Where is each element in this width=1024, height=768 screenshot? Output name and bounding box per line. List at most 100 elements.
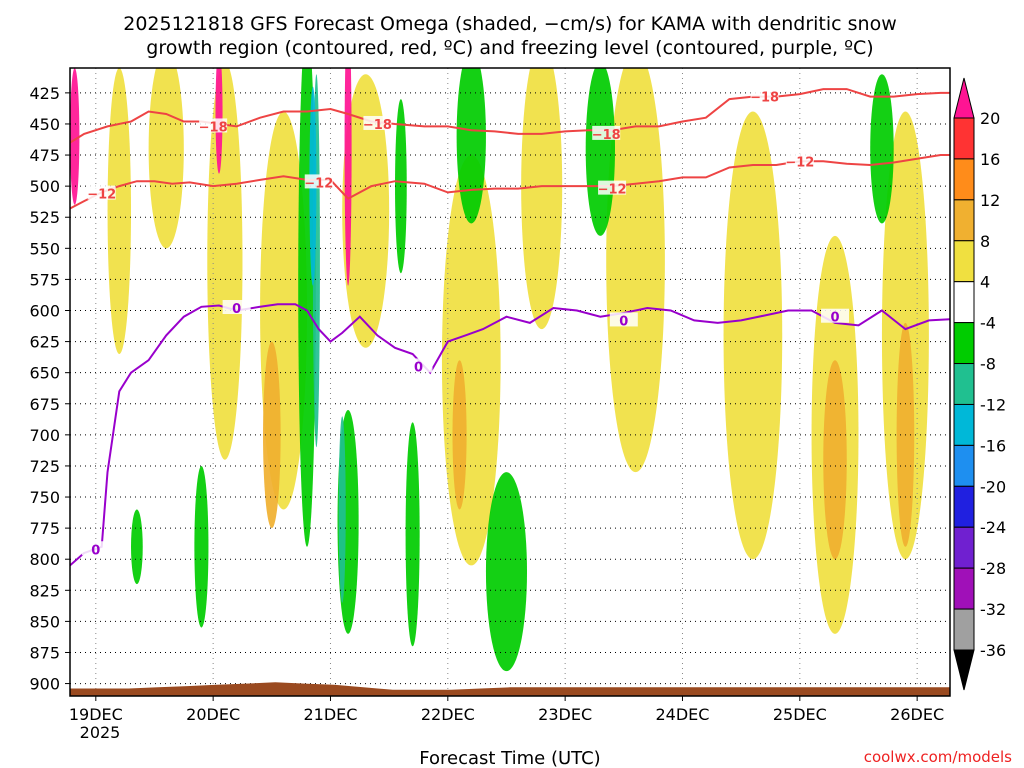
y-tick-label: 650 bbox=[29, 364, 60, 383]
omega-shade-19 bbox=[456, 68, 486, 224]
contour-label: −18 bbox=[363, 118, 392, 133]
contour-lines: −18 −18 −18 −18 −12 −12 −12 −12 0 0 0 0 0 bbox=[70, 88, 950, 567]
colorbar-segment bbox=[953, 363, 975, 405]
colorbar-label: -12 bbox=[980, 395, 1006, 414]
y-tick-label: 750 bbox=[29, 488, 60, 507]
contour-label-bg bbox=[199, 118, 228, 133]
colorbar-bottom-arrow bbox=[953, 649, 975, 691]
y-tick-label: 850 bbox=[29, 612, 60, 631]
colorbar-label: 12 bbox=[980, 191, 1000, 210]
omega-shade-28 bbox=[70, 68, 80, 205]
contour-label: −12 bbox=[304, 176, 333, 191]
omega-shade-20 bbox=[485, 472, 528, 672]
x-axis: 19DEC 20DEC 21DEC 22DEC 23DEC 24DEC 25DEC 26DEC bbox=[69, 696, 944, 724]
contour-label-bg bbox=[821, 308, 850, 323]
colorbar-label: -8 bbox=[980, 355, 996, 374]
colorbar-segment bbox=[953, 567, 975, 610]
omega-shade-24 bbox=[194, 465, 209, 628]
y-tick-label: 575 bbox=[29, 270, 60, 289]
contour-label: 0 bbox=[619, 314, 628, 329]
contour-label: −18 bbox=[199, 120, 228, 135]
colorbar-segment bbox=[953, 526, 975, 569]
omega-shade-26 bbox=[338, 416, 346, 603]
omega-shade-30 bbox=[344, 68, 352, 286]
colorbar-label: 16 bbox=[980, 150, 1000, 169]
x-tick-label: 25DEC bbox=[773, 705, 827, 724]
plot-frame bbox=[69, 67, 951, 697]
x-tick-label: 24DEC bbox=[655, 705, 709, 724]
x-tick-label: 23DEC bbox=[538, 705, 592, 724]
colorbar-label: -16 bbox=[980, 436, 1006, 455]
y-tick-label: 525 bbox=[29, 208, 60, 227]
omega-shade-8 bbox=[723, 111, 783, 560]
colorbar-segment bbox=[953, 485, 975, 528]
x-tick-label: 26DEC bbox=[890, 705, 944, 724]
y-axis: 425 450 475 500 525 550 575 600 625 650 675 700 725 7… bbox=[29, 84, 70, 694]
colorbar-segment bbox=[953, 240, 975, 283]
y-tick-label: 550 bbox=[29, 239, 60, 258]
colorbar-label: -36 bbox=[980, 641, 1006, 660]
contour-label-bg bbox=[598, 180, 627, 195]
colorbar-label: 20 bbox=[980, 109, 1000, 128]
contour-label: 0 bbox=[414, 360, 423, 375]
x-tick-label: 20DEC bbox=[186, 705, 240, 724]
contour-label: 0 bbox=[830, 311, 839, 326]
colorbar-segment bbox=[953, 608, 975, 651]
terrain-fill bbox=[70, 682, 950, 696]
x-tick-label: 21DEC bbox=[303, 705, 357, 724]
contour-label: 0 bbox=[91, 543, 100, 558]
y-tick-label: 900 bbox=[29, 675, 60, 694]
colorbar-label: -20 bbox=[980, 477, 1006, 496]
colorbar-segment bbox=[953, 199, 975, 242]
omega-shade-11 bbox=[263, 341, 281, 529]
chart-title-line1: 2025121818 GFS Forecast Omega (shaded, −… bbox=[123, 13, 897, 35]
x-year-label: 2025 bbox=[80, 723, 121, 742]
terrain bbox=[70, 682, 950, 696]
colorbar-label: 4 bbox=[980, 273, 990, 292]
y-tick-label: 675 bbox=[29, 395, 60, 414]
y-tick-label: 425 bbox=[29, 84, 60, 103]
contour-label-bg bbox=[609, 312, 638, 327]
y-tick-label: 875 bbox=[29, 643, 60, 662]
grid-lines bbox=[70, 68, 950, 696]
contour-label: 0 bbox=[232, 302, 241, 317]
y-tick-label: 825 bbox=[29, 581, 60, 600]
colorbar-segment bbox=[953, 281, 975, 324]
y-tick-label: 625 bbox=[29, 333, 60, 352]
y-tick-label: 475 bbox=[29, 146, 60, 165]
y-tick-label: 725 bbox=[29, 457, 60, 476]
colorbar-label: -4 bbox=[980, 314, 996, 333]
y-tick-label: 500 bbox=[29, 177, 60, 196]
colorbar-label: -24 bbox=[980, 518, 1006, 537]
contour-label: −12 bbox=[87, 188, 116, 203]
colorbar-label: 8 bbox=[980, 232, 990, 251]
chart-title-line2: growth region (contoured, red, ºC) and f… bbox=[146, 37, 873, 59]
colorbar: 20 16 12 8 4 -4 -8 -12 -16 -20 -24 -28 -32 -36 bbox=[953, 77, 1006, 691]
colorbar-top-arrow bbox=[953, 77, 975, 119]
omega-shade-1 bbox=[148, 68, 184, 249]
contour-label-bg bbox=[404, 358, 433, 373]
contour-label-bg bbox=[87, 185, 116, 200]
colorbar-segment bbox=[953, 322, 975, 365]
x-tick-label: 19DEC bbox=[69, 705, 123, 724]
credit-label: coolwx.com/models bbox=[864, 748, 1012, 766]
contour-label: −18 bbox=[750, 91, 779, 106]
contour-label: −12 bbox=[598, 183, 627, 198]
omega-shade-23 bbox=[131, 509, 143, 585]
contour-label-bg bbox=[304, 174, 333, 189]
omega-shade-18 bbox=[405, 422, 420, 647]
contour-label-bg bbox=[363, 115, 392, 130]
omega-shade-0 bbox=[107, 68, 132, 355]
y-tick-label: 700 bbox=[29, 426, 60, 445]
omega-shade-13 bbox=[823, 360, 847, 560]
colorbar-segment bbox=[953, 158, 975, 201]
contour-line-0 bbox=[70, 88, 950, 144]
y-tick-label: 450 bbox=[29, 115, 60, 134]
colorbar-segment bbox=[953, 117, 975, 160]
omega-shade-2 bbox=[207, 68, 243, 460]
omega-shade-21 bbox=[585, 68, 616, 236]
contour-label-bg bbox=[222, 300, 251, 315]
contour-label-bg bbox=[81, 541, 110, 556]
x-tick-label: 22DEC bbox=[421, 705, 475, 724]
